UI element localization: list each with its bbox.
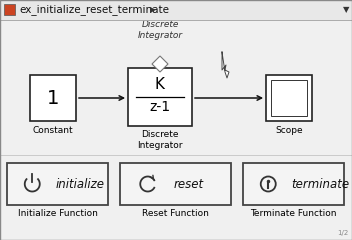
Polygon shape bbox=[152, 56, 168, 72]
Bar bbox=[4, 4, 15, 15]
Text: ▶: ▶ bbox=[150, 6, 155, 14]
Text: ex_initialize_reset_terminate: ex_initialize_reset_terminate bbox=[19, 5, 169, 15]
Text: K: K bbox=[155, 77, 165, 92]
Bar bbox=[243, 163, 344, 205]
Bar bbox=[120, 163, 231, 205]
Polygon shape bbox=[222, 52, 229, 78]
Bar bbox=[0, 20, 352, 155]
Text: Reset Function: Reset Function bbox=[142, 209, 209, 218]
Text: z-1: z-1 bbox=[150, 100, 171, 114]
Text: reset: reset bbox=[173, 178, 203, 191]
Text: 1: 1 bbox=[47, 89, 59, 108]
Bar bbox=[128, 68, 192, 126]
Bar bbox=[0, 155, 352, 240]
Text: Constant: Constant bbox=[33, 126, 73, 135]
Bar bbox=[7, 163, 108, 205]
Text: 1/2: 1/2 bbox=[337, 230, 348, 236]
Bar bbox=[30, 75, 76, 121]
Text: Discrete
Integrator: Discrete Integrator bbox=[137, 20, 183, 40]
Text: initialize: initialize bbox=[56, 178, 105, 191]
Text: Initialize Function: Initialize Function bbox=[18, 209, 98, 218]
Text: Terminate Function: Terminate Function bbox=[250, 209, 337, 218]
Bar bbox=[0, 0, 352, 20]
Text: terminate: terminate bbox=[291, 178, 350, 191]
Bar bbox=[266, 75, 312, 121]
Text: ▼: ▼ bbox=[343, 6, 349, 14]
Text: Discrete
Integrator: Discrete Integrator bbox=[137, 130, 183, 150]
Text: Scope: Scope bbox=[275, 126, 303, 135]
Bar bbox=[271, 80, 307, 116]
